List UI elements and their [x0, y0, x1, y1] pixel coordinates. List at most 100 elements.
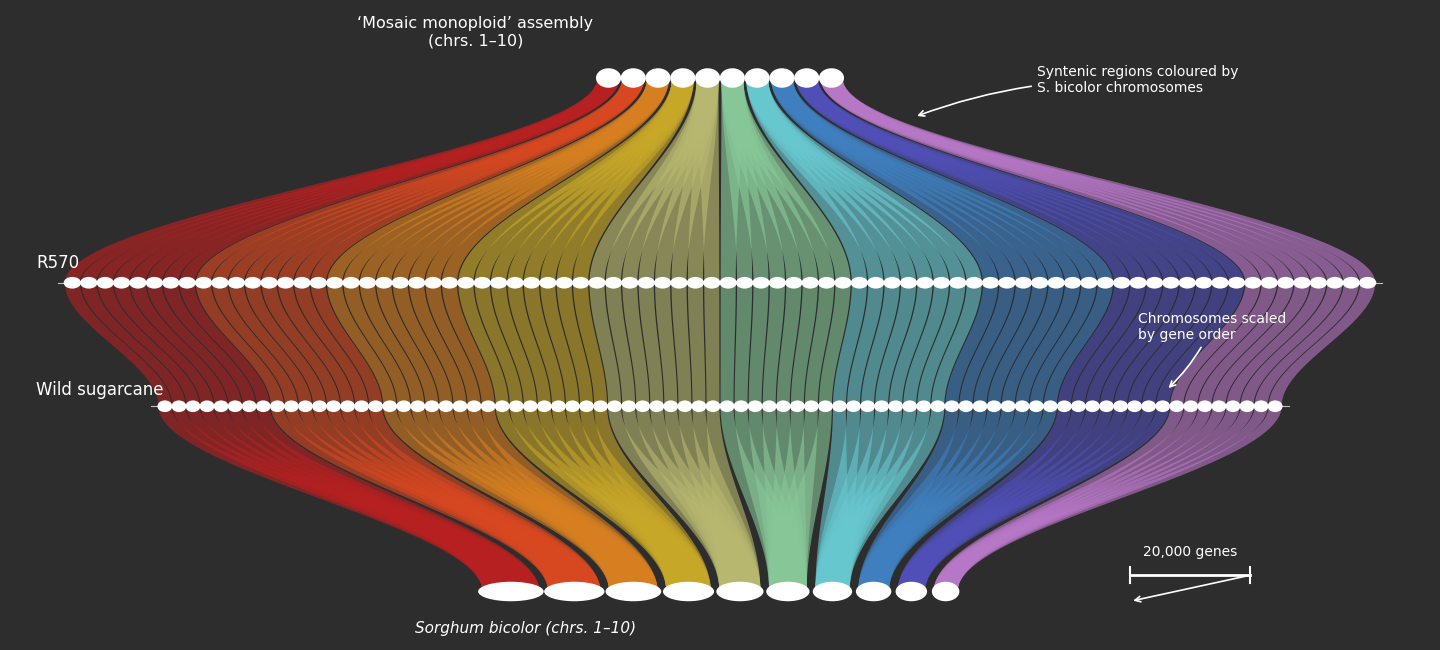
- Polygon shape: [973, 283, 1031, 406]
- Ellipse shape: [467, 400, 481, 412]
- Polygon shape: [897, 406, 1169, 592]
- Polygon shape: [491, 78, 694, 283]
- Polygon shape: [454, 406, 658, 592]
- Polygon shape: [243, 406, 540, 592]
- Ellipse shape: [804, 400, 819, 412]
- Polygon shape: [622, 406, 760, 592]
- Polygon shape: [721, 78, 801, 283]
- Polygon shape: [639, 78, 719, 283]
- Polygon shape: [815, 406, 874, 592]
- Ellipse shape: [855, 582, 891, 601]
- Polygon shape: [376, 283, 438, 406]
- Polygon shape: [819, 283, 851, 406]
- Polygon shape: [858, 406, 1028, 592]
- Ellipse shape: [888, 400, 903, 412]
- Polygon shape: [796, 78, 1162, 283]
- Polygon shape: [294, 283, 369, 406]
- Ellipse shape: [747, 400, 763, 412]
- Polygon shape: [475, 78, 694, 283]
- Ellipse shape: [638, 277, 655, 289]
- Polygon shape: [815, 406, 916, 592]
- Ellipse shape: [157, 400, 173, 412]
- Polygon shape: [397, 406, 658, 592]
- Polygon shape: [65, 283, 171, 406]
- Polygon shape: [606, 283, 635, 406]
- Ellipse shape: [1057, 400, 1071, 412]
- Polygon shape: [147, 283, 242, 406]
- Polygon shape: [1156, 283, 1244, 406]
- Polygon shape: [897, 406, 1128, 592]
- Ellipse shape: [933, 277, 950, 289]
- Polygon shape: [770, 78, 1113, 283]
- Ellipse shape: [1113, 277, 1130, 289]
- Ellipse shape: [662, 582, 714, 601]
- Polygon shape: [212, 78, 644, 283]
- Polygon shape: [815, 406, 860, 592]
- Ellipse shape: [212, 277, 229, 289]
- Polygon shape: [557, 283, 593, 406]
- Ellipse shape: [507, 277, 524, 289]
- Polygon shape: [393, 78, 670, 283]
- Polygon shape: [769, 406, 806, 592]
- Polygon shape: [200, 406, 540, 592]
- Ellipse shape: [474, 277, 491, 289]
- Ellipse shape: [916, 277, 933, 289]
- Ellipse shape: [452, 400, 468, 412]
- Polygon shape: [796, 78, 1211, 283]
- Ellipse shape: [242, 400, 256, 412]
- Ellipse shape: [1162, 277, 1179, 289]
- Ellipse shape: [903, 400, 917, 412]
- Polygon shape: [933, 406, 1211, 592]
- Ellipse shape: [284, 400, 298, 412]
- Polygon shape: [65, 78, 619, 283]
- Polygon shape: [796, 78, 1129, 283]
- Ellipse shape: [793, 68, 819, 88]
- Polygon shape: [147, 78, 619, 283]
- Ellipse shape: [720, 68, 744, 88]
- Ellipse shape: [425, 277, 442, 289]
- Ellipse shape: [900, 277, 917, 289]
- Ellipse shape: [1080, 277, 1097, 289]
- Ellipse shape: [867, 277, 884, 289]
- Polygon shape: [360, 78, 670, 283]
- Ellipse shape: [1178, 277, 1197, 289]
- Polygon shape: [1071, 283, 1146, 406]
- Polygon shape: [707, 406, 760, 592]
- Ellipse shape: [298, 400, 312, 412]
- Ellipse shape: [1084, 400, 1100, 412]
- Polygon shape: [98, 283, 199, 406]
- Polygon shape: [721, 78, 785, 283]
- Polygon shape: [507, 283, 550, 406]
- Ellipse shape: [1228, 277, 1246, 289]
- Polygon shape: [163, 283, 256, 406]
- Polygon shape: [383, 406, 658, 592]
- Ellipse shape: [720, 277, 737, 289]
- Polygon shape: [876, 283, 916, 406]
- Polygon shape: [393, 283, 452, 406]
- Polygon shape: [858, 406, 959, 592]
- Polygon shape: [187, 406, 540, 592]
- Polygon shape: [655, 78, 719, 283]
- Ellipse shape: [552, 400, 566, 412]
- Ellipse shape: [608, 400, 622, 412]
- Polygon shape: [1212, 283, 1309, 406]
- Ellipse shape: [791, 400, 805, 412]
- Polygon shape: [746, 78, 965, 283]
- Ellipse shape: [645, 68, 671, 88]
- Polygon shape: [327, 283, 396, 406]
- Polygon shape: [229, 406, 540, 592]
- Ellipse shape: [312, 400, 327, 412]
- Polygon shape: [749, 283, 769, 406]
- Ellipse shape: [703, 277, 720, 289]
- Polygon shape: [671, 78, 719, 283]
- Ellipse shape: [744, 68, 770, 88]
- Polygon shape: [1184, 283, 1277, 406]
- Polygon shape: [897, 406, 1155, 592]
- Polygon shape: [1128, 283, 1211, 406]
- Ellipse shape: [1043, 400, 1058, 412]
- Polygon shape: [327, 406, 600, 592]
- Ellipse shape: [949, 277, 966, 289]
- Ellipse shape: [408, 277, 425, 289]
- Polygon shape: [131, 283, 228, 406]
- Polygon shape: [1100, 283, 1178, 406]
